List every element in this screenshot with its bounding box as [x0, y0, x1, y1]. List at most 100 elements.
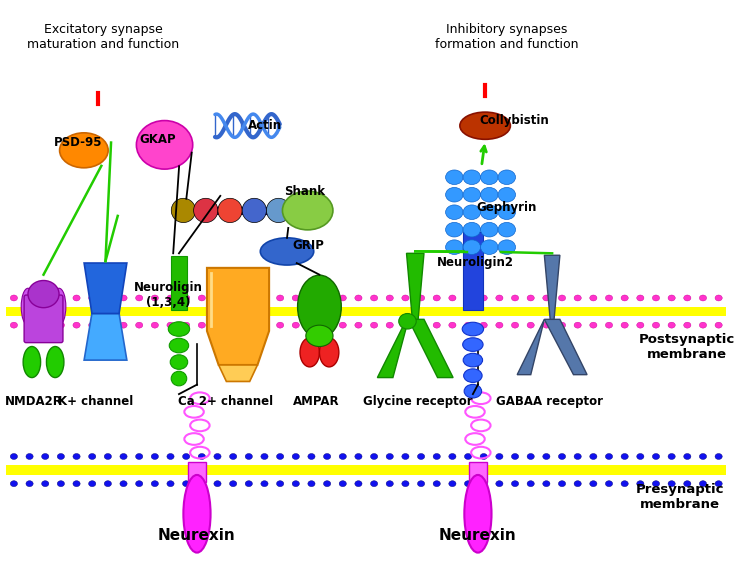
- Ellipse shape: [306, 325, 333, 346]
- Ellipse shape: [88, 454, 96, 459]
- Ellipse shape: [605, 322, 613, 328]
- Bar: [469, 462, 487, 482]
- Ellipse shape: [283, 191, 333, 230]
- Ellipse shape: [481, 222, 498, 237]
- Ellipse shape: [621, 481, 628, 486]
- Ellipse shape: [446, 170, 463, 185]
- Ellipse shape: [511, 322, 519, 328]
- Ellipse shape: [668, 322, 675, 328]
- Ellipse shape: [229, 454, 237, 459]
- Ellipse shape: [463, 354, 482, 367]
- Ellipse shape: [402, 322, 409, 328]
- Ellipse shape: [402, 295, 409, 301]
- Ellipse shape: [715, 481, 722, 486]
- Ellipse shape: [245, 295, 252, 301]
- Ellipse shape: [464, 322, 472, 328]
- Ellipse shape: [464, 385, 482, 398]
- Ellipse shape: [292, 481, 299, 486]
- Ellipse shape: [700, 322, 706, 328]
- Ellipse shape: [229, 295, 237, 301]
- Ellipse shape: [668, 481, 675, 486]
- Ellipse shape: [449, 454, 456, 459]
- Ellipse shape: [167, 454, 174, 459]
- Ellipse shape: [433, 295, 440, 301]
- Ellipse shape: [120, 295, 127, 301]
- Ellipse shape: [511, 481, 519, 486]
- Ellipse shape: [171, 371, 187, 386]
- Ellipse shape: [198, 295, 206, 301]
- Text: K+ channel: K+ channel: [59, 395, 134, 408]
- Ellipse shape: [496, 295, 503, 301]
- Ellipse shape: [700, 481, 706, 486]
- Ellipse shape: [418, 322, 424, 328]
- Ellipse shape: [245, 322, 252, 328]
- Text: PSD-95: PSD-95: [54, 136, 102, 149]
- Ellipse shape: [355, 322, 362, 328]
- Ellipse shape: [652, 481, 660, 486]
- Ellipse shape: [214, 295, 221, 301]
- Ellipse shape: [605, 454, 613, 459]
- Ellipse shape: [266, 198, 291, 222]
- Ellipse shape: [574, 322, 581, 328]
- Ellipse shape: [527, 322, 534, 328]
- Ellipse shape: [355, 481, 362, 486]
- Ellipse shape: [683, 454, 691, 459]
- Ellipse shape: [167, 481, 174, 486]
- Ellipse shape: [26, 322, 33, 328]
- Ellipse shape: [42, 454, 49, 459]
- Ellipse shape: [229, 322, 237, 328]
- Ellipse shape: [463, 338, 483, 351]
- Ellipse shape: [433, 322, 440, 328]
- Ellipse shape: [170, 355, 188, 369]
- Ellipse shape: [637, 481, 644, 486]
- Ellipse shape: [261, 322, 268, 328]
- Ellipse shape: [446, 222, 463, 237]
- Ellipse shape: [463, 222, 481, 237]
- Ellipse shape: [73, 481, 80, 486]
- Ellipse shape: [298, 275, 341, 338]
- Ellipse shape: [339, 322, 347, 328]
- Ellipse shape: [57, 295, 65, 301]
- Ellipse shape: [511, 454, 519, 459]
- Ellipse shape: [480, 454, 487, 459]
- Ellipse shape: [324, 295, 331, 301]
- Ellipse shape: [464, 481, 472, 486]
- Ellipse shape: [10, 454, 18, 459]
- Ellipse shape: [462, 322, 484, 336]
- Ellipse shape: [171, 198, 196, 222]
- Ellipse shape: [105, 454, 111, 459]
- Text: Neurexin: Neurexin: [158, 528, 236, 543]
- Text: Collybistin: Collybistin: [479, 114, 549, 127]
- Bar: [171, 256, 187, 310]
- Ellipse shape: [527, 454, 534, 459]
- Bar: [171, 207, 327, 215]
- Ellipse shape: [481, 187, 498, 202]
- Ellipse shape: [151, 481, 159, 486]
- Ellipse shape: [151, 295, 159, 301]
- Ellipse shape: [496, 322, 503, 328]
- Ellipse shape: [26, 295, 33, 301]
- Ellipse shape: [355, 454, 362, 459]
- Ellipse shape: [324, 454, 331, 459]
- Ellipse shape: [446, 240, 463, 254]
- Ellipse shape: [496, 481, 503, 486]
- Text: Neuroligin
(1,3,4): Neuroligin (1,3,4): [134, 281, 203, 309]
- Ellipse shape: [605, 295, 613, 301]
- Ellipse shape: [590, 454, 597, 459]
- Ellipse shape: [59, 133, 108, 168]
- Ellipse shape: [715, 322, 722, 328]
- Ellipse shape: [167, 295, 174, 301]
- Ellipse shape: [292, 322, 299, 328]
- Ellipse shape: [449, 481, 456, 486]
- Ellipse shape: [652, 454, 660, 459]
- Text: Inhibitory synapses
formation and function: Inhibitory synapses formation and functi…: [435, 23, 579, 51]
- Ellipse shape: [52, 288, 66, 325]
- Ellipse shape: [324, 322, 331, 328]
- Ellipse shape: [26, 481, 33, 486]
- Text: Actin: Actin: [249, 119, 283, 132]
- Ellipse shape: [308, 481, 315, 486]
- Ellipse shape: [339, 481, 347, 486]
- Ellipse shape: [590, 295, 597, 301]
- Ellipse shape: [402, 481, 409, 486]
- Ellipse shape: [320, 338, 339, 367]
